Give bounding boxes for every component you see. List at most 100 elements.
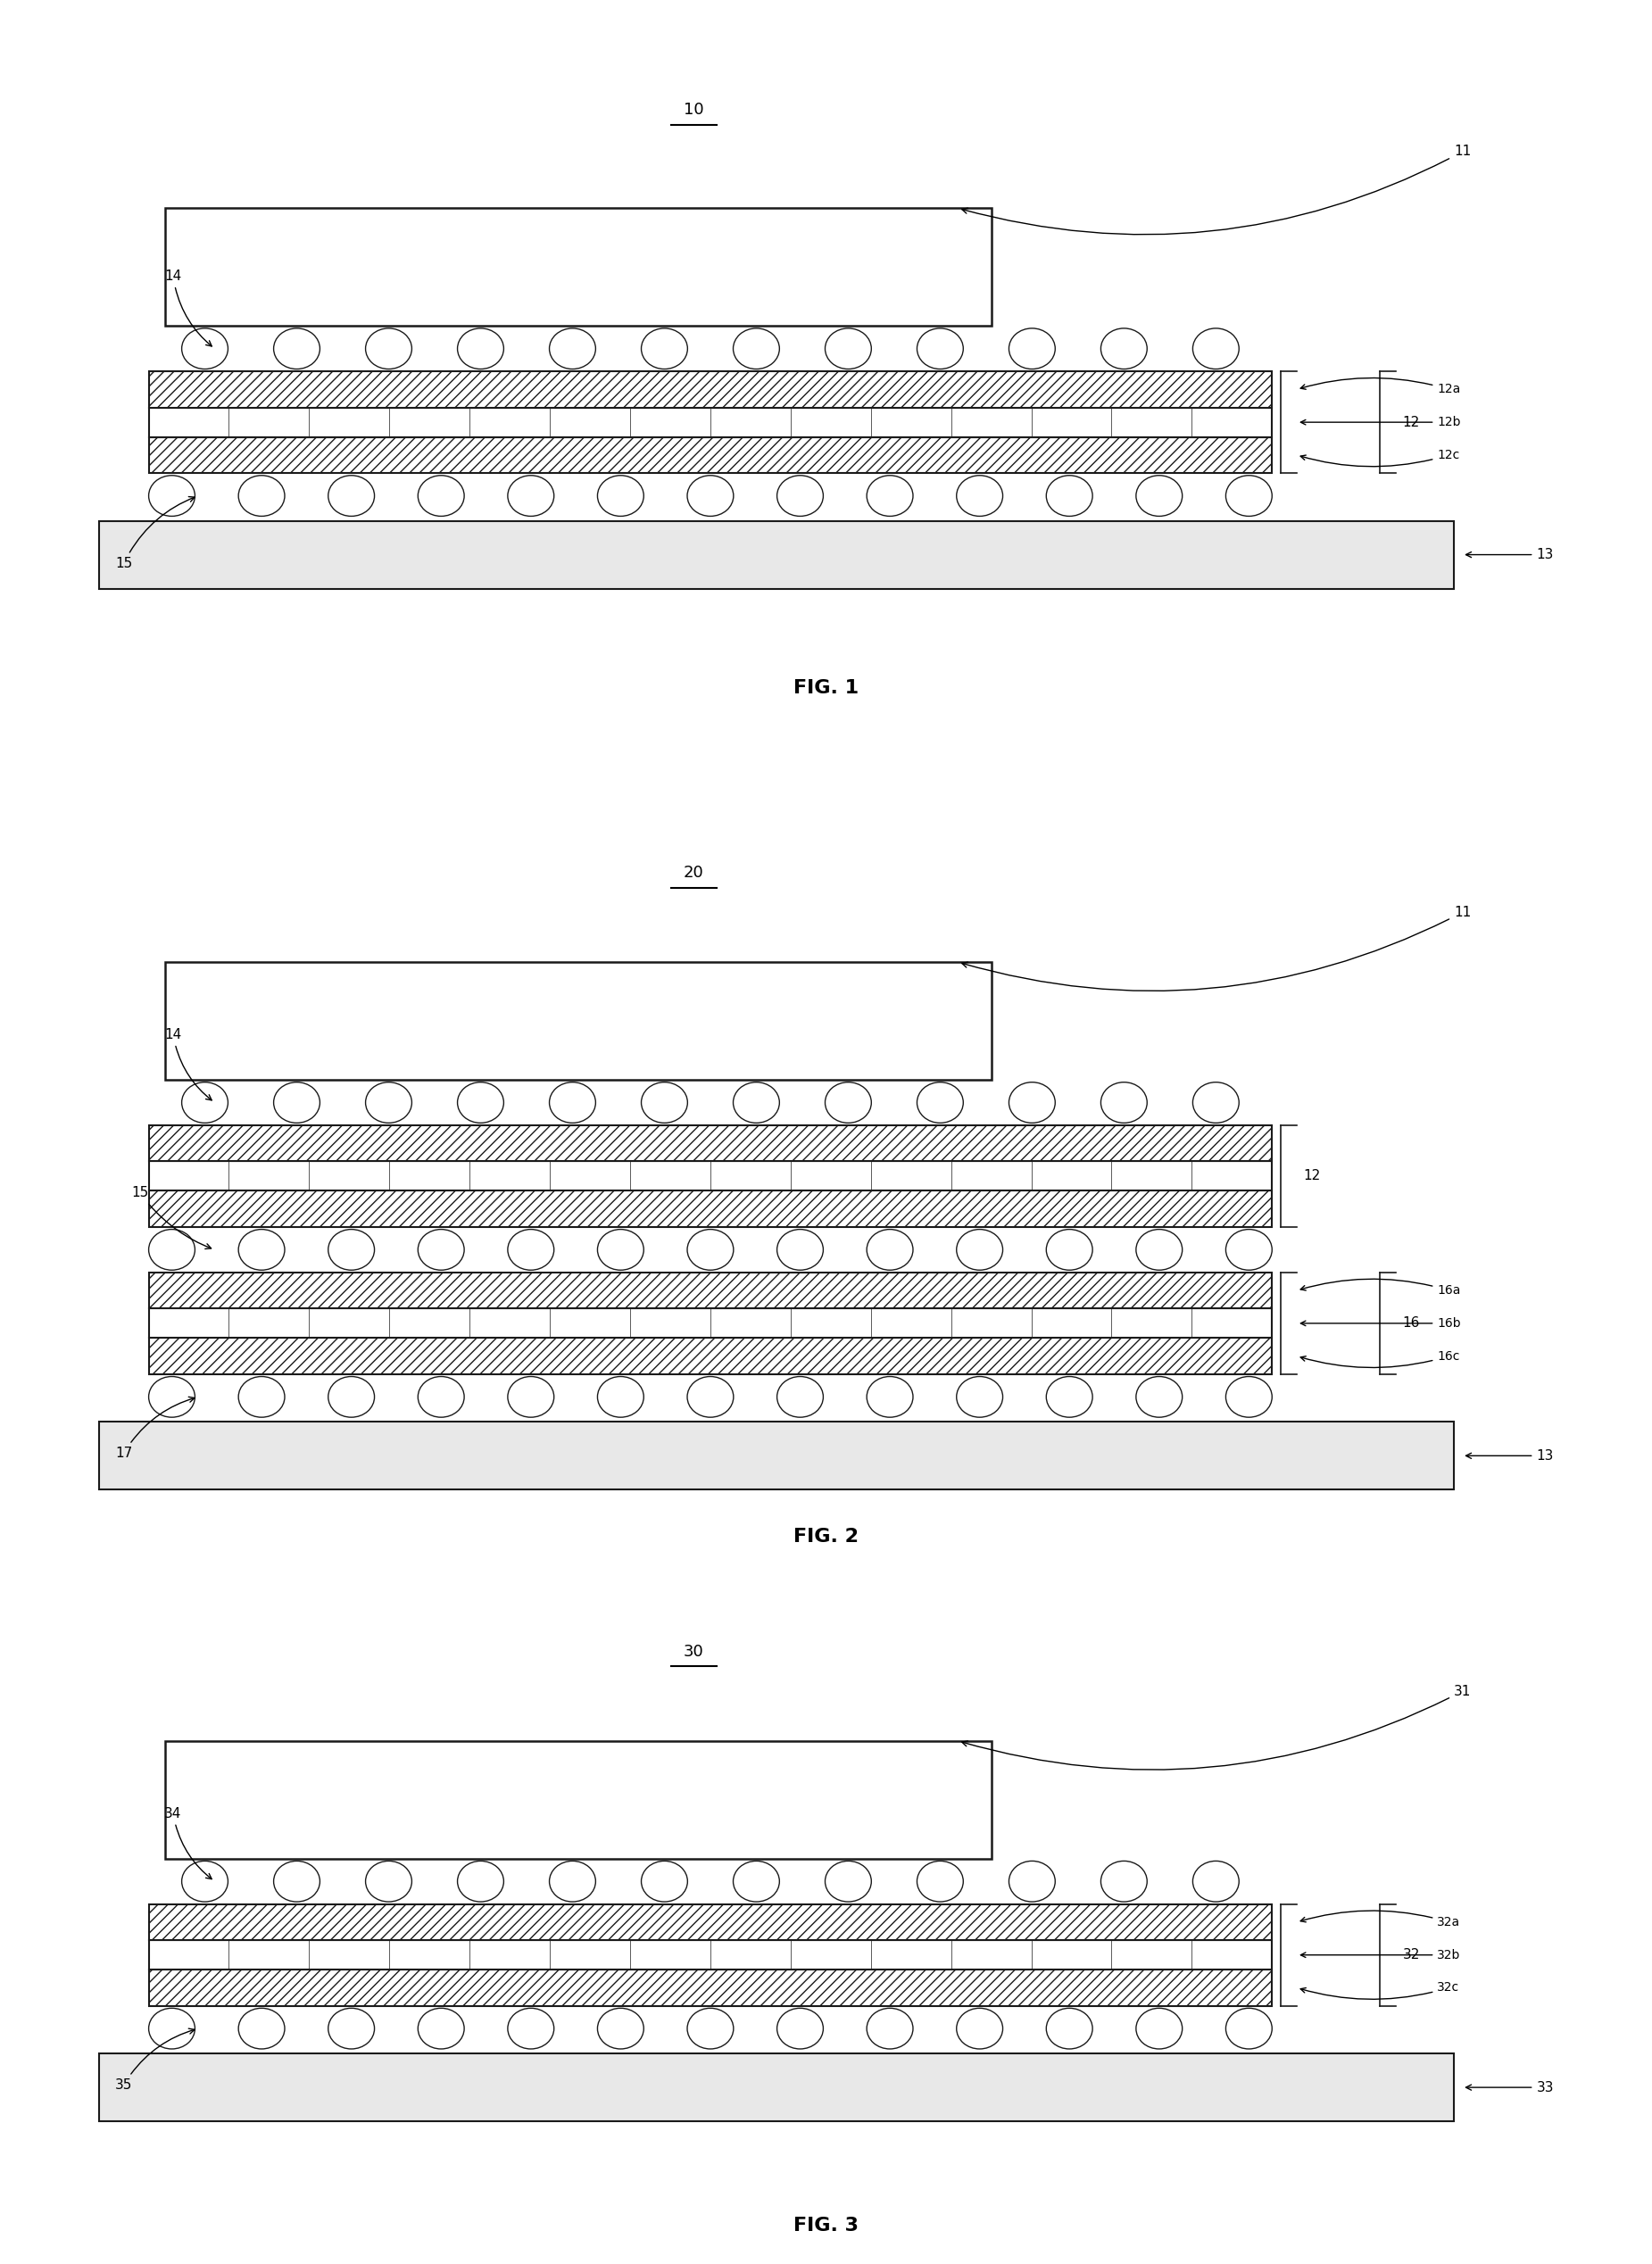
Ellipse shape: [149, 1229, 195, 1270]
Ellipse shape: [418, 1377, 464, 1417]
Ellipse shape: [149, 2008, 195, 2049]
Ellipse shape: [1046, 1229, 1092, 1270]
Ellipse shape: [1009, 328, 1056, 369]
Ellipse shape: [824, 1082, 871, 1123]
Ellipse shape: [824, 328, 871, 369]
Ellipse shape: [329, 1229, 375, 1270]
Ellipse shape: [733, 1082, 780, 1123]
Ellipse shape: [1009, 1082, 1056, 1123]
Ellipse shape: [687, 2008, 733, 2049]
Ellipse shape: [867, 2008, 914, 2049]
Text: 14: 14: [165, 269, 211, 346]
Ellipse shape: [598, 475, 644, 516]
Ellipse shape: [957, 1377, 1003, 1417]
Ellipse shape: [274, 328, 320, 369]
Ellipse shape: [365, 328, 411, 369]
Text: 32b: 32b: [1300, 1949, 1460, 1961]
Ellipse shape: [550, 1861, 596, 1902]
Ellipse shape: [867, 1229, 914, 1270]
Ellipse shape: [776, 475, 823, 516]
Ellipse shape: [917, 328, 963, 369]
Bar: [149, 1161, 1272, 1191]
Ellipse shape: [238, 1229, 284, 1270]
Ellipse shape: [1137, 1377, 1183, 1417]
Text: 17: 17: [116, 1397, 195, 1460]
Text: 12: 12: [1403, 417, 1419, 428]
Text: 12b: 12b: [1300, 417, 1460, 428]
Bar: [149, 1309, 1272, 1338]
Ellipse shape: [733, 1861, 780, 1902]
Text: 33: 33: [1465, 2081, 1555, 2094]
Ellipse shape: [1100, 1861, 1146, 1902]
Ellipse shape: [957, 2008, 1003, 2049]
Text: 32c: 32c: [1300, 1981, 1460, 1999]
Ellipse shape: [1137, 1229, 1183, 1270]
Ellipse shape: [365, 1861, 411, 1902]
Bar: [165, 1741, 991, 1859]
Ellipse shape: [867, 475, 914, 516]
Ellipse shape: [687, 1377, 733, 1417]
Ellipse shape: [507, 1229, 553, 1270]
Ellipse shape: [1226, 2008, 1272, 2049]
Ellipse shape: [733, 328, 780, 369]
Text: 31: 31: [961, 1684, 1470, 1770]
Text: FIG. 2: FIG. 2: [793, 1528, 859, 1546]
Text: 30: 30: [684, 1644, 704, 1660]
Text: 12a: 12a: [1300, 378, 1460, 396]
Bar: [149, 408, 1272, 437]
Text: 11: 11: [961, 145, 1470, 235]
Ellipse shape: [550, 1082, 596, 1123]
Ellipse shape: [641, 328, 687, 369]
Ellipse shape: [550, 328, 596, 369]
Bar: [149, 1904, 1272, 1940]
Ellipse shape: [238, 2008, 284, 2049]
Ellipse shape: [182, 328, 228, 369]
Ellipse shape: [458, 1861, 504, 1902]
Ellipse shape: [776, 1229, 823, 1270]
Ellipse shape: [1193, 1082, 1239, 1123]
Bar: [149, 1338, 1272, 1374]
Ellipse shape: [329, 475, 375, 516]
Ellipse shape: [458, 328, 504, 369]
Text: 13: 13: [1465, 548, 1553, 561]
Ellipse shape: [1046, 2008, 1092, 2049]
Ellipse shape: [776, 2008, 823, 2049]
Text: 10: 10: [684, 102, 704, 118]
Bar: [99, 2053, 1454, 2121]
Ellipse shape: [507, 475, 553, 516]
Ellipse shape: [1046, 475, 1092, 516]
Ellipse shape: [329, 2008, 375, 2049]
Bar: [149, 1272, 1272, 1309]
Text: 15: 15: [132, 1186, 211, 1250]
Ellipse shape: [957, 1229, 1003, 1270]
Text: 16b: 16b: [1300, 1318, 1460, 1329]
Text: 15: 15: [116, 496, 195, 571]
Ellipse shape: [1137, 2008, 1183, 2049]
Text: 12c: 12c: [1300, 448, 1460, 466]
Text: 16a: 16a: [1300, 1279, 1460, 1297]
Ellipse shape: [957, 475, 1003, 516]
Ellipse shape: [1193, 1861, 1239, 1902]
Ellipse shape: [182, 1861, 228, 1902]
Text: 20: 20: [684, 865, 704, 881]
Text: 32: 32: [1403, 1949, 1419, 1961]
Ellipse shape: [274, 1082, 320, 1123]
Ellipse shape: [238, 475, 284, 516]
Ellipse shape: [149, 475, 195, 516]
Ellipse shape: [507, 2008, 553, 2049]
Text: FIG. 3: FIG. 3: [793, 2216, 859, 2235]
Text: 34: 34: [165, 1807, 211, 1879]
Bar: [99, 1422, 1454, 1490]
Bar: [149, 1191, 1272, 1227]
Bar: [99, 521, 1454, 589]
Ellipse shape: [917, 1082, 963, 1123]
Ellipse shape: [598, 1229, 644, 1270]
Ellipse shape: [458, 1082, 504, 1123]
Ellipse shape: [1226, 1377, 1272, 1417]
Bar: [149, 1125, 1272, 1161]
Bar: [165, 962, 991, 1080]
Bar: [149, 437, 1272, 473]
Ellipse shape: [1100, 328, 1146, 369]
Bar: [149, 371, 1272, 408]
Ellipse shape: [641, 1861, 687, 1902]
